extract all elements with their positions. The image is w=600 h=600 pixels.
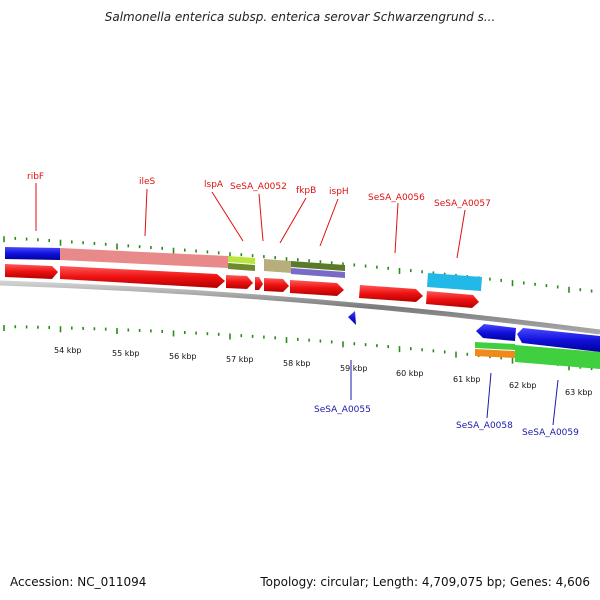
feature-SeSA_A0058-b[interactable] (475, 349, 515, 358)
scale-label-60: 60 kbp (396, 369, 424, 378)
gene-SeSA_A0058[interactable] (476, 324, 516, 341)
label-SeSA_A0052[interactable]: SeSA_A0052 (230, 182, 287, 192)
forward-genes (5, 264, 479, 308)
reverse-gene-labels: SeSA_A0055 SeSA_A0058 SeSA_A0059 (314, 405, 579, 438)
feature-track-upper (5, 247, 482, 291)
gene-fkpB[interactable] (264, 278, 289, 292)
reverse-genes (348, 311, 600, 352)
scale-label-61: 61 kbp (453, 375, 481, 384)
label-SeSA_A0057[interactable]: SeSA_A0057 (434, 199, 491, 209)
gene-lspA[interactable] (226, 275, 253, 289)
scale-label-58: 58 kbp (283, 359, 311, 368)
label-fkpB[interactable]: fkpB (296, 186, 316, 196)
scale-label-56: 56 kbp (169, 352, 197, 361)
feature-SeSA_A0058-a[interactable] (475, 342, 515, 350)
gene-SeSA_A0052[interactable] (255, 277, 263, 290)
scale-label-57: 57 kbp (226, 355, 254, 364)
feature-lspA-b[interactable] (228, 263, 255, 271)
label-connectors (35, 183, 559, 426)
scale-label-62: 62 kbp (509, 381, 537, 390)
label-ileS[interactable]: ileS (139, 177, 156, 187)
feature-SeSA_A0057[interactable] (427, 273, 482, 291)
scale-label-59: 59 kbp (340, 364, 368, 373)
label-ispH[interactable]: ispH (329, 187, 349, 197)
label-lspA[interactable]: lspA (204, 180, 224, 190)
gene-SeSA_A0059[interactable] (517, 328, 600, 352)
genome-backbone (0, 280, 600, 335)
feature-SeSA_A0052[interactable] (264, 259, 291, 273)
label-SeSA_A0055[interactable]: SeSA_A0055 (314, 405, 371, 415)
label-ribF[interactable]: ribF (27, 172, 44, 182)
gene-ribF[interactable] (5, 264, 58, 279)
feature-fkpB[interactable] (291, 261, 345, 271)
label-SeSA_A0056[interactable]: SeSA_A0056 (368, 193, 425, 203)
gene-ileS[interactable] (60, 266, 225, 288)
feature-track-lower (475, 342, 600, 369)
feature-lspA-a[interactable] (228, 256, 255, 264)
feature-ispH[interactable] (291, 268, 345, 278)
scale-label-54: 54 kbp (54, 346, 82, 355)
scale-label-63: 63 kbp (565, 388, 593, 397)
accession-text: Accession: NC_011094 (10, 575, 147, 589)
map-title: Salmonella enterica subsp. enterica sero… (104, 10, 496, 24)
gene-SeSA_A0055[interactable] (348, 311, 356, 325)
label-SeSA_A0059[interactable]: SeSA_A0059 (522, 428, 579, 438)
gene-SeSA_A0056[interactable] (359, 285, 423, 302)
gene-SeSA_A0057[interactable] (426, 291, 479, 308)
topology-text: Topology: circular; Length: 4,709,075 bp… (260, 575, 590, 589)
label-SeSA_A0058[interactable]: SeSA_A0058 (456, 421, 513, 431)
scale-labels: 54 kbp 55 kbp 56 kbp 57 kbp 58 kbp 59 kb… (54, 346, 593, 397)
feature-SeSA_A0059[interactable] (515, 345, 600, 369)
gene-ispH[interactable] (290, 280, 344, 296)
feature-ileS[interactable] (60, 248, 228, 268)
forward-gene-labels: ribF ileS lspA SeSA_A0052 fkpB ispH SeSA… (27, 172, 491, 209)
feature-ribF[interactable] (5, 247, 60, 260)
scale-label-55: 55 kbp (112, 349, 140, 358)
